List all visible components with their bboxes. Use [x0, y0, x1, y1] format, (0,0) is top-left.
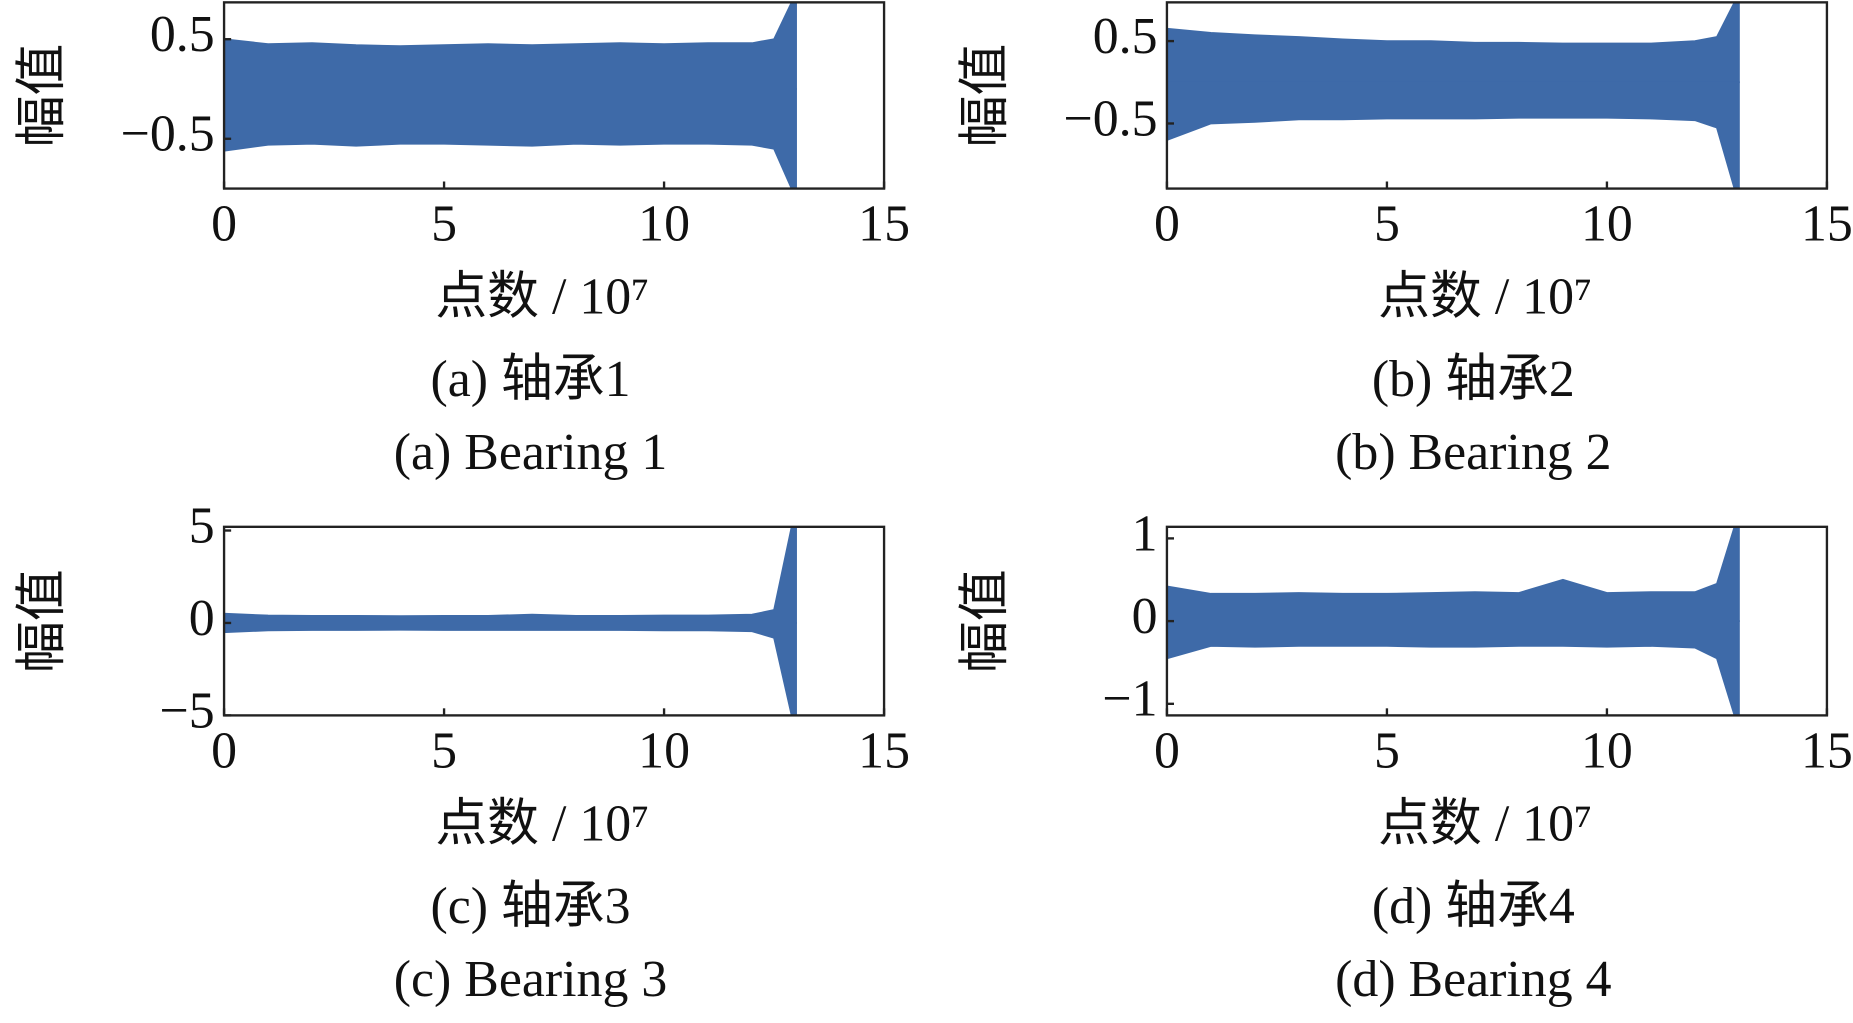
y-axis-label: 幅值	[957, 569, 1014, 673]
x-tick-label: 10	[638, 722, 690, 779]
y-axis-label: 幅值	[14, 44, 71, 148]
caption-en: (d) Bearing 4	[1335, 951, 1611, 1008]
y-axis-label: 幅值	[957, 44, 1014, 148]
y-tick-label: 5	[189, 497, 215, 554]
caption-en: (c) Bearing 3	[394, 951, 667, 1008]
x-tick-label: 10	[1581, 196, 1633, 253]
x-tick-label: 0	[1154, 722, 1180, 779]
signal-envelope	[1166, 620, 1740, 717]
caption: (c) 轴承3	[430, 878, 630, 935]
caption-en: (b) Bearing 2	[1335, 424, 1611, 481]
axes-frame	[222, 1, 886, 190]
caption: (d) 轴承4	[1372, 878, 1575, 935]
x-tick-label: 5	[431, 722, 457, 779]
signal-envelope	[223, 88, 797, 190]
signal-envelope	[1166, 525, 1740, 622]
signal-envelope	[223, 1, 797, 90]
signal-envelope	[1166, 81, 1740, 190]
x-axis-label: 点数 / 10⁷	[435, 795, 649, 852]
x-tick-label: 15	[1801, 196, 1853, 253]
x-tick-label: 10	[638, 196, 690, 253]
signal-envelope	[223, 622, 797, 717]
x-tick-label: 5	[1374, 196, 1400, 253]
y-axis-label: 幅值	[14, 569, 71, 673]
y-tick-label: −1	[1102, 671, 1157, 728]
x-tick-label: 5	[431, 196, 457, 253]
y-tick-label: −0.5	[1063, 90, 1157, 147]
x-axis-label: 点数 / 10⁷	[435, 269, 649, 326]
y-tick-label: 0	[1132, 588, 1158, 645]
y-tick-label: −5	[159, 682, 214, 739]
caption: (a) 轴承1	[430, 351, 630, 408]
x-tick-label: 0	[211, 196, 237, 253]
y-tick-label: 0.5	[1093, 8, 1158, 65]
axes-frame	[1165, 1, 1829, 190]
axes-frame	[222, 525, 886, 717]
caption: (b) 轴承2	[1372, 351, 1575, 408]
y-tick-label: 1	[1132, 505, 1158, 562]
y-tick-label: 0	[189, 590, 215, 647]
x-tick-label: 0	[1154, 196, 1180, 253]
signal-envelope	[1166, 1, 1740, 84]
x-tick-label: 5	[1374, 722, 1400, 779]
y-tick-label: −0.5	[121, 106, 215, 163]
x-axis-label: 点数 / 10⁷	[1378, 795, 1592, 852]
x-tick-label: 0	[211, 722, 237, 779]
x-tick-label: 15	[858, 722, 910, 779]
x-axis-label: 点数 / 10⁷	[1378, 269, 1592, 326]
caption-en: (a) Bearing 1	[394, 424, 667, 481]
x-tick-label: 15	[858, 196, 910, 253]
signal-envelope	[223, 525, 797, 624]
y-tick-label: 0.5	[150, 6, 215, 63]
x-tick-label: 10	[1581, 722, 1633, 779]
x-tick-label: 15	[1801, 722, 1853, 779]
